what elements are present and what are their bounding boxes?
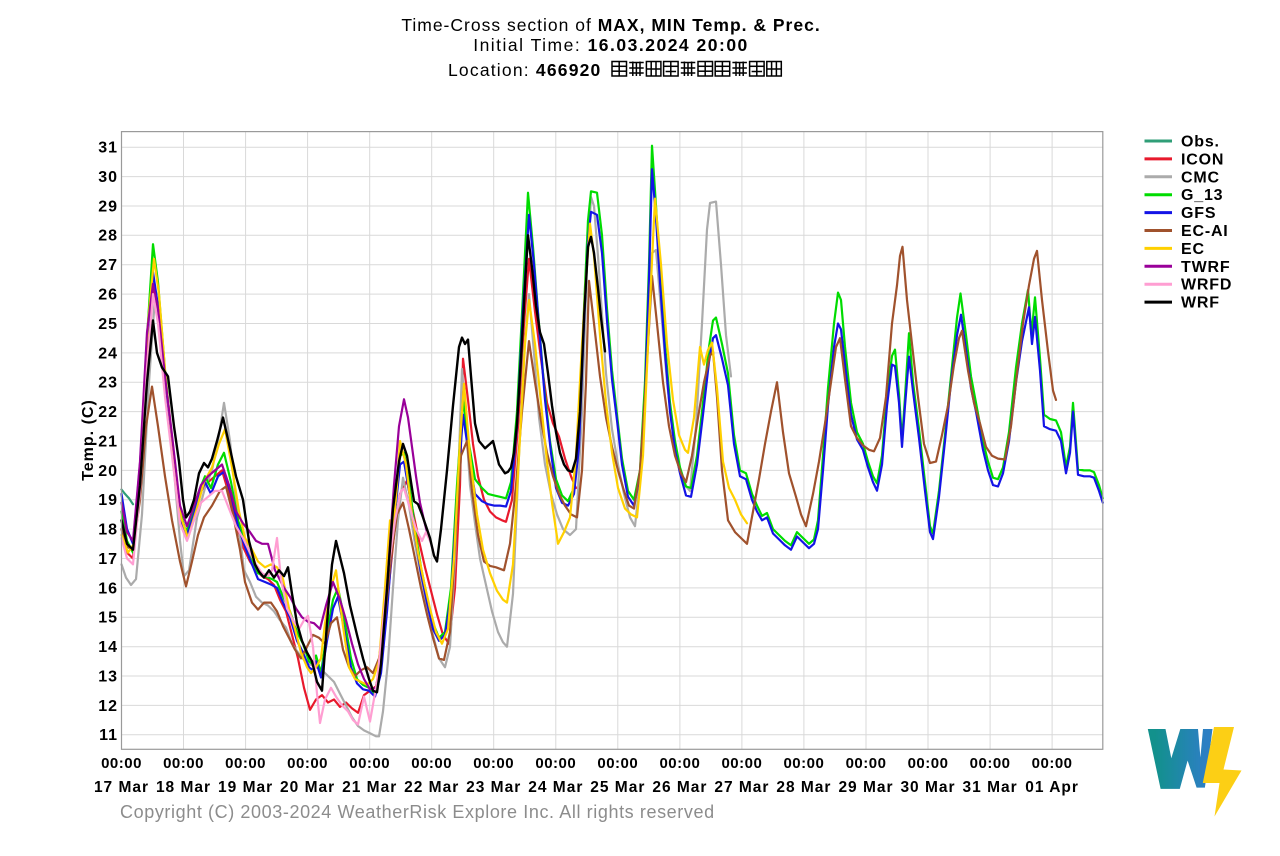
svg-text:24: 24 xyxy=(98,345,118,362)
svg-text:13: 13 xyxy=(98,668,118,685)
svg-text:26 Mar: 26 Mar xyxy=(652,779,707,796)
svg-text:00:00: 00:00 xyxy=(287,755,328,772)
svg-text:29 Mar: 29 Mar xyxy=(838,779,893,796)
svg-text:Initial Time: 16.03.2024 20:00: Initial Time: 16.03.2024 20:00 xyxy=(473,35,749,55)
svg-text:G_13: G_13 xyxy=(1181,187,1223,204)
svg-text:00:00: 00:00 xyxy=(597,755,638,772)
svg-text:00:00: 00:00 xyxy=(535,755,576,772)
svg-text:27 Mar: 27 Mar xyxy=(714,779,769,796)
svg-text:00:00: 00:00 xyxy=(783,755,824,772)
svg-text:11: 11 xyxy=(99,727,118,744)
svg-text:17: 17 xyxy=(98,551,118,568)
svg-text:Obs.: Obs. xyxy=(1181,134,1220,151)
svg-text:20: 20 xyxy=(98,463,118,480)
svg-text:EC: EC xyxy=(1181,241,1205,258)
svg-text:00:00: 00:00 xyxy=(163,755,204,772)
svg-text:30 Mar: 30 Mar xyxy=(900,779,955,796)
svg-text:21 Mar: 21 Mar xyxy=(342,779,397,796)
svg-text:00:00: 00:00 xyxy=(846,755,887,772)
svg-text:15: 15 xyxy=(98,610,118,627)
svg-text:00:00: 00:00 xyxy=(101,755,142,772)
svg-text:GFS: GFS xyxy=(1181,205,1216,222)
svg-text:WRF: WRF xyxy=(1181,295,1220,312)
svg-text:22 Mar: 22 Mar xyxy=(404,779,459,796)
svg-text:28: 28 xyxy=(98,228,118,245)
svg-text:24 Mar: 24 Mar xyxy=(528,779,583,796)
svg-text:27: 27 xyxy=(98,257,118,274)
svg-text:WRFD: WRFD xyxy=(1181,277,1232,294)
svg-text:25 Mar: 25 Mar xyxy=(590,779,645,796)
svg-text:23: 23 xyxy=(98,375,118,392)
svg-text:23 Mar: 23 Mar xyxy=(466,779,521,796)
svg-text:Time-Cross section of MAX, MIN: Time-Cross section of MAX, MIN Temp. & P… xyxy=(401,15,820,35)
svg-text:18: 18 xyxy=(98,522,118,539)
svg-text:26: 26 xyxy=(98,287,118,304)
svg-text:21: 21 xyxy=(98,433,118,450)
svg-text:17 Mar: 17 Mar xyxy=(94,779,149,796)
svg-text:00:00: 00:00 xyxy=(349,755,390,772)
svg-text:18 Mar: 18 Mar xyxy=(156,779,211,796)
svg-text:00:00: 00:00 xyxy=(721,755,762,772)
svg-text:31 Mar: 31 Mar xyxy=(963,779,1018,796)
svg-text:TWRF: TWRF xyxy=(1181,259,1230,276)
svg-text:ICON: ICON xyxy=(1181,151,1224,168)
svg-text:00:00: 00:00 xyxy=(970,755,1011,772)
svg-text:00:00: 00:00 xyxy=(225,755,266,772)
svg-text:12: 12 xyxy=(98,698,118,715)
svg-text:22: 22 xyxy=(98,404,118,421)
svg-text:00:00: 00:00 xyxy=(473,755,514,772)
svg-text:28 Mar: 28 Mar xyxy=(776,779,831,796)
svg-text:Location: 466920: Location: 466920 xyxy=(448,60,602,80)
svg-text:00:00: 00:00 xyxy=(659,755,700,772)
svg-text:00:00: 00:00 xyxy=(1032,755,1073,772)
svg-text:19 Mar: 19 Mar xyxy=(218,779,273,796)
svg-text:EC-AI: EC-AI xyxy=(1181,223,1229,240)
svg-text:00:00: 00:00 xyxy=(411,755,452,772)
svg-text:Copyright (C) 2003-2024 Weathe: Copyright (C) 2003-2024 WeatherRisk Expl… xyxy=(120,802,715,822)
svg-text:CMC: CMC xyxy=(1181,169,1220,186)
svg-text:16: 16 xyxy=(98,580,118,597)
svg-text:19: 19 xyxy=(98,492,118,509)
svg-text:25: 25 xyxy=(98,316,118,333)
svg-text:01 Apr: 01 Apr xyxy=(1025,779,1079,796)
svg-text:00:00: 00:00 xyxy=(908,755,949,772)
svg-text:31: 31 xyxy=(98,140,118,157)
svg-text:14: 14 xyxy=(98,639,118,656)
svg-text:Temp. (C): Temp. (C) xyxy=(80,399,97,481)
svg-text:20 Mar: 20 Mar xyxy=(280,779,335,796)
svg-text:29: 29 xyxy=(98,198,118,215)
svg-text:30: 30 xyxy=(98,169,118,186)
